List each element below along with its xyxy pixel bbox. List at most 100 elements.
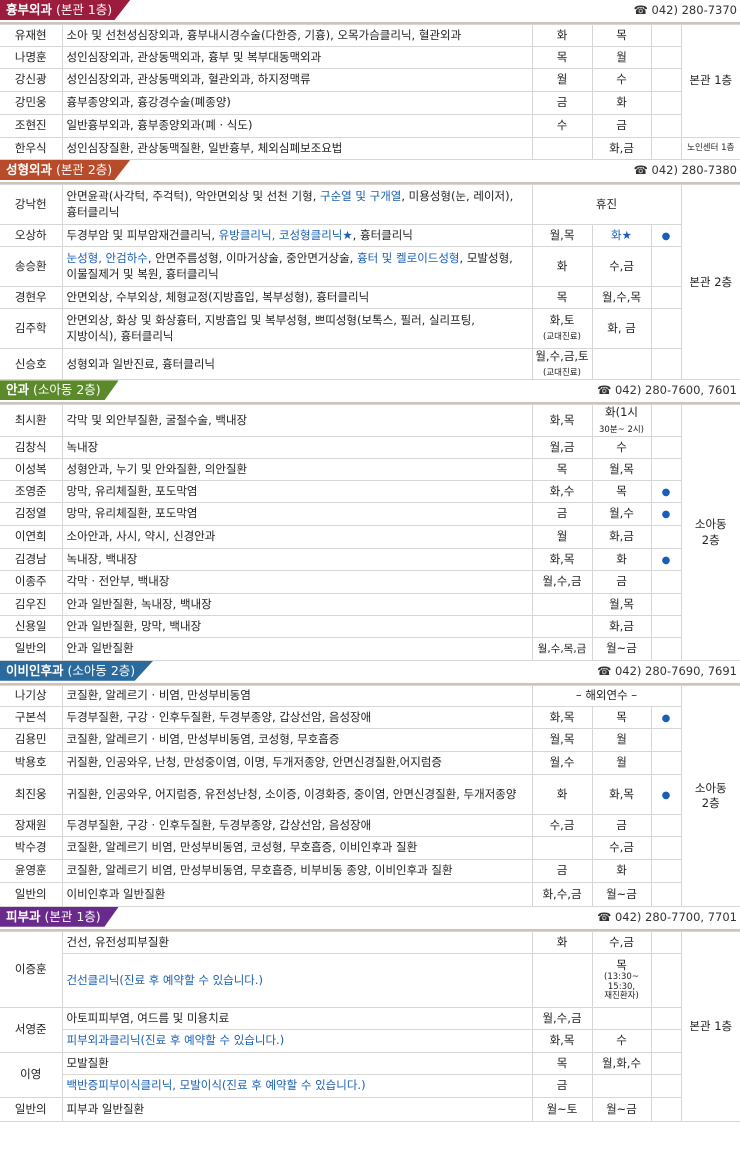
afternoon-days: 월,수 [609, 506, 634, 521]
afternoon-days: 수,금 [609, 840, 634, 855]
telephone-number: ☎ 042) 280-7380 [633, 163, 737, 177]
morning-schedule: 월,목 [531, 224, 593, 247]
doctor-row: 조현진 일반흉부외과, 흉부종양외과(폐 · 식도) 수 금 [0, 114, 740, 138]
specialty-text: 망막, 유리체질환, 포도막염 [66, 506, 198, 521]
afternoon-days: 금 [616, 118, 627, 133]
doctor-row: 일반의 피부과 일반질환 월~토 월~금 [0, 1096, 740, 1122]
new-patient-dot [650, 727, 681, 752]
morning-schedule: 화 [531, 246, 593, 287]
new-patient-dot [650, 68, 681, 92]
afternoon-schedule: 월~금 [591, 1096, 652, 1122]
doctor-row: 이증훈 건선, 유전성피부질환 화 수,금 본관 1층 [0, 930, 740, 1122]
doctor-name: 이종주 [0, 569, 63, 594]
morning-days: 월 [556, 72, 568, 87]
schedule-table-ent: 나기상 코질환, 알레르기 · 비염, 만성부비동염 – 해외연수 – 소아동 2층 구… [0, 684, 740, 907]
new-patient-dot [650, 24, 682, 47]
afternoon-days: 목 [616, 709, 627, 724]
clinic-location: 노인센터 1층 [680, 137, 740, 160]
specialty-text: 성인심장질환, 관상동맥질환, 일반흉부, 체외심폐보조요법 [66, 140, 343, 155]
specialty-text: 성인심장외과, 관상동맥외과, 흉부 및 복부대동맥외과 [66, 49, 322, 64]
doctor-name: 강낙헌 [0, 184, 63, 225]
morning-days: 화,수,금 [542, 886, 582, 901]
afternoon-schedule: 월~금 [591, 881, 652, 907]
doctor-row: 경현우 안면외상, 수부외상, 체형교정(지방흡입, 복부성형), 흉터클리닉 목 월… [0, 286, 740, 309]
department-name: 이비인후과 [6, 662, 64, 678]
afternoon-schedule: 수,금 [591, 835, 652, 860]
morning-schedule: 화 [531, 930, 593, 954]
new-patient-dot [650, 347, 682, 381]
morning-schedule: 월,목 [531, 727, 593, 752]
doctor-row: 송승환 눈성형, 안검하수, 안면주름성형, 이마거상술, 중안면거상술, 흉터 … [0, 246, 740, 287]
specialty-description: 아토피피부염, 여드름 및 미용치료 [61, 1006, 533, 1030]
afternoon-schedule [591, 347, 652, 381]
afternoon-schedule: 목 [591, 24, 652, 47]
afternoon-schedule: 금 [591, 813, 652, 837]
schedule-table-derm: 이증훈 건선, 유전성피부질환 화 수,금 본관 1층 건선클리닉(진료 후 예약할 수 … [0, 930, 740, 1122]
specialty-description: 건선클리닉(진료 후 예약할 수 있습니다.) [62, 952, 533, 1008]
new-patient-dot [650, 930, 682, 954]
specialty-description: 안과 일반질환, 망막, 백내장 [61, 614, 533, 638]
afternoon-days: 화,목 [609, 786, 634, 801]
morning-schedule: 월,수,금,토 (교대진료) [531, 347, 593, 381]
bullet-dot-icon: ● [661, 554, 671, 566]
doctor-name: 나기상 [0, 684, 63, 707]
afternoon-schedule: 월 [591, 46, 652, 69]
morning-days: 월 [556, 529, 568, 544]
afternoon-schedule: 화,목 [591, 773, 652, 815]
new-patient-dot [650, 952, 681, 1008]
specialty-description: 녹내장, 백내장 [61, 547, 533, 571]
department-location: (본관 2층) [52, 162, 113, 177]
afternoon-days: 월~금 [606, 641, 637, 656]
specialty-description: 두경부질환, 구강 · 인후두질환, 두경부종양, 갑상선암, 음성장애 [61, 705, 533, 729]
section-title: 흉부외과 (본관 1층) [0, 0, 131, 20]
morning-days: 월,수,목,금 [537, 642, 587, 655]
specialty-description: 안면윤곽(사각턱, 주걱턱), 악안면외상 및 선천 기형, 구순열 및 구개열… [61, 184, 533, 225]
morning-schedule [531, 835, 593, 860]
specialty-description: 눈성형, 안검하수, 안면주름성형, 이마거상술, 중안면거상술, 흉터 및 켈… [61, 246, 533, 287]
specialty-description: 안면외상, 수부외상, 체형교정(지방흡입, 복부성형), 흉터클리닉 [61, 286, 533, 309]
specialty-description: 흉부종양외과, 흉강경수술(폐종양) [61, 91, 533, 115]
afternoon-days: 목 [616, 958, 627, 973]
afternoon-schedule: 화(1시 30분~ 2시) [591, 404, 652, 437]
morning-schedule: 수 [531, 114, 593, 138]
doctor-row: 한우식 성인심장질환, 관상동맥질환, 일반흉부, 체외심폐보조요법 화,금 노인센터… [0, 137, 740, 160]
afternoon-schedule: 목 [591, 479, 652, 503]
doctor-name: 이연희 [0, 524, 63, 549]
new-patient-dot: ● [650, 705, 681, 729]
morning-schedule: 수,금 [531, 813, 593, 837]
new-patient-dot [650, 286, 682, 309]
afternoon-schedule: 월~금 [591, 636, 652, 661]
clinic-location: 소아동 2층 [680, 404, 740, 661]
afternoon-days: 월 [616, 755, 627, 770]
morning-schedule: 화,목 [531, 1028, 593, 1053]
doctor-row: 조영준 망막, 유리체질환, 포도막염 화,수 목 ● [0, 479, 740, 503]
specialty-text: 코질환, 알레르기 · 비염, 만성부비동염 [66, 688, 251, 703]
doctor-row: 윤영훈 코질환, 알레르기 비염, 만성부비동염, 무호흡증, 비부비동 종양, … [0, 858, 740, 883]
section-header-eye: 안과 (소아동 2층) ☎ 042) 280-7600, 7601 [0, 380, 740, 405]
afternoon-schedule: 금 [591, 569, 652, 594]
morning-schedule: 화 [531, 773, 593, 815]
morning-schedule [531, 592, 593, 616]
specialty-description: 성형안과, 누기 및 안와질환, 의안질환 [61, 457, 533, 481]
specialty-text: 녹내장, 백내장 [66, 551, 138, 566]
doctor-name: 경현우 [0, 286, 63, 309]
specialty-text: 안면외상, 수부외상, 체형교정(지방흡입, 복부성형), 흉터클리닉 [66, 289, 370, 304]
doctor-name: 장재원 [0, 813, 63, 837]
clinic-location: 본관 1층 [680, 930, 740, 1122]
section-header-ent: 이비인후과 (소아동 2층) ☎ 042) 280-7690, 7691 [0, 660, 740, 685]
afternoon-schedule: 목 [591, 705, 652, 729]
specialty-description: 코질환, 알레르기 비염, 만성부비동염, 무호흡증, 비부비동 종양, 이비인… [61, 858, 533, 883]
afternoon-schedule: 수 [591, 1028, 652, 1053]
doctor-name: 서영준 [0, 1006, 63, 1053]
department-location: (소아동 2층) [29, 382, 101, 398]
doctor-row: 김창식 녹내장 월,금 수 [0, 435, 740, 459]
highlighted-clinic: 피부외과클리닉(진료 후 예약할 수 있습니다.) [66, 1033, 285, 1048]
department-location: (본관 1층) [40, 908, 101, 924]
doctor-name: 박용호 [0, 750, 63, 775]
afternoon-days: 화, 금 [607, 320, 636, 335]
doctor-name: 유재현 [0, 24, 63, 47]
morning-days: 화,목 [549, 412, 575, 427]
new-patient-dot [650, 1006, 681, 1030]
schedule-table-plastic: 강낙헌 안면윤곽(사각턱, 주걱턱), 악안면외상 및 선천 기형, 구순열 및 … [0, 183, 740, 381]
clinic-location: 소아동 2층 [680, 684, 740, 907]
